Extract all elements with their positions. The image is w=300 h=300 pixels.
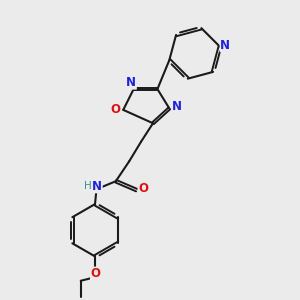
Text: O: O	[138, 182, 148, 195]
Text: N: N	[172, 100, 182, 113]
Text: O: O	[91, 267, 100, 280]
Text: N: N	[126, 76, 136, 89]
Text: N: N	[220, 39, 230, 52]
Text: H: H	[84, 181, 92, 191]
Text: O: O	[111, 103, 121, 116]
Text: N: N	[92, 180, 102, 193]
